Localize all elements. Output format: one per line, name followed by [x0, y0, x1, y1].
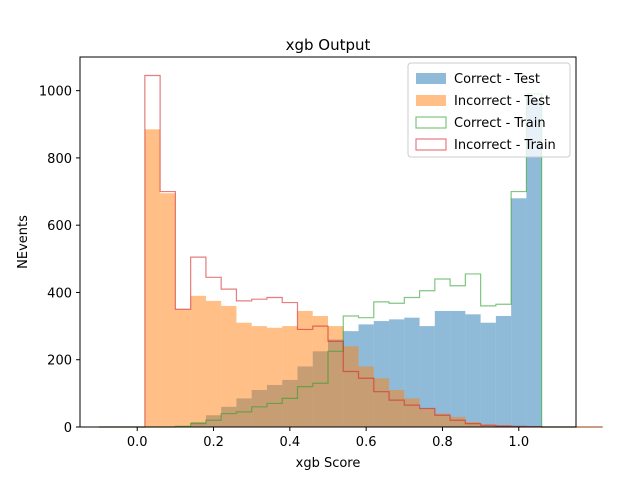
bar-1-13 — [297, 310, 313, 427]
legend-label-3: Incorrect - Train — [454, 138, 556, 153]
bar-1-6 — [190, 295, 206, 427]
y-tick-label-0: 0 — [64, 421, 72, 436]
bar-1-18 — [373, 378, 390, 427]
legend-label-2: Correct - Train — [454, 116, 546, 131]
bar-1-22 — [434, 413, 451, 427]
bar-1-24 — [465, 421, 481, 427]
bar-1-9 — [236, 322, 252, 427]
bar-1-4 — [160, 193, 176, 427]
plot-frame — [79, 56, 577, 428]
series-3-step-line — [99, 74, 603, 428]
bar-0-23 — [450, 310, 466, 427]
legend-swatch-1 — [416, 95, 446, 106]
y-axis-title: NEvents — [16, 215, 31, 269]
legend-swatch-0 — [416, 73, 446, 84]
bar-0-27 — [511, 198, 527, 427]
legend-label-1: Incorrect - Test — [454, 94, 550, 109]
y-tick-label-4: 800 — [47, 152, 72, 167]
y-tick-label-3: 600 — [47, 219, 72, 234]
bar-1-16 — [343, 346, 359, 427]
legend-swatch-2 — [415, 116, 447, 129]
series-1-bars — [144, 129, 542, 427]
y-axis: 0 200 400 600 800 1000 — [39, 85, 80, 436]
bar-1-10 — [251, 326, 267, 427]
bar-1-12 — [282, 326, 298, 427]
x-tick-label-4: 0.8 — [432, 435, 453, 450]
bar-1-19 — [389, 390, 405, 427]
x-tick-label-3: 0.6 — [356, 435, 377, 450]
bar-0-22 — [434, 310, 451, 427]
bar-1-11 — [266, 327, 283, 427]
x-tick-label-2: 0.4 — [280, 435, 301, 450]
series-2-step-line — [99, 93, 603, 428]
bar-1-23 — [450, 416, 466, 427]
legend-swatch-3 — [415, 138, 447, 151]
x-tick-label-1: 0.2 — [203, 435, 224, 450]
bar-0-21 — [419, 326, 435, 427]
bar-0-26 — [495, 316, 512, 427]
legend-label-0: Correct - Test — [454, 72, 540, 87]
bar-1-17 — [358, 366, 374, 427]
bar-1-20 — [404, 398, 420, 427]
bar-1-8 — [221, 305, 237, 427]
x-axis-title: xgb Score — [296, 456, 361, 471]
bar-1-14 — [312, 316, 328, 427]
bar-1-5 — [175, 309, 191, 427]
y-tick-label-5: 1000 — [39, 85, 72, 100]
bar-0-28 — [526, 99, 542, 427]
legend: Correct - Test Incorrect - Test Correct - … — [407, 62, 571, 158]
plot-area — [99, 74, 603, 428]
bar-0-24 — [465, 314, 481, 427]
bar-0-25 — [480, 322, 496, 427]
x-axis: 0.0 0.2 0.4 0.6 0.8 1.0 — [127, 427, 529, 450]
legend-box — [407, 62, 571, 158]
x-tick-label-5: 1.0 — [508, 435, 529, 450]
chart-title: xgb Output — [286, 36, 371, 54]
bar-1-7 — [205, 300, 222, 427]
x-tick-label-0: 0.0 — [127, 435, 148, 450]
y-tick-label-2: 400 — [47, 286, 72, 301]
bar-1-3 — [144, 129, 161, 427]
y-tick-label-1: 200 — [47, 354, 72, 369]
bar-1-21 — [419, 408, 435, 427]
